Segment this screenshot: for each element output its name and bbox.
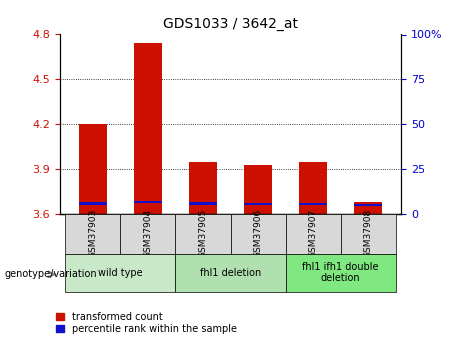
Text: GSM37905: GSM37905 (199, 209, 207, 258)
Text: fhl1 ifh1 double
deletion: fhl1 ifh1 double deletion (302, 262, 379, 283)
Bar (65, 254, 176, 292)
Bar (120, 214, 176, 254)
Text: genotype/variation: genotype/variation (5, 269, 97, 279)
Bar (285, 214, 341, 254)
Bar (244, 203, 272, 205)
Bar (355, 204, 382, 206)
Title: GDS1033 / 3642_at: GDS1033 / 3642_at (163, 17, 298, 31)
Text: wild type: wild type (98, 268, 143, 277)
Legend: transformed count, percentile rank within the sample: transformed count, percentile rank withi… (56, 312, 237, 334)
Text: GSM37903: GSM37903 (89, 209, 97, 258)
Bar (285, 254, 396, 292)
Bar (134, 43, 162, 214)
Text: GSM37906: GSM37906 (254, 209, 262, 258)
Bar (299, 203, 327, 205)
Bar (65, 214, 120, 254)
Bar (244, 165, 272, 214)
Bar (79, 124, 106, 214)
Text: GSM37907: GSM37907 (308, 209, 318, 258)
Text: fhl1 deletion: fhl1 deletion (200, 268, 261, 277)
Text: GSM37904: GSM37904 (143, 209, 153, 258)
Text: GSM37908: GSM37908 (364, 209, 372, 258)
Bar (176, 214, 230, 254)
Bar (341, 214, 396, 254)
Bar (189, 202, 217, 205)
Bar (189, 161, 217, 214)
Bar (355, 202, 382, 214)
Bar (176, 254, 285, 292)
Bar (79, 202, 106, 205)
Bar (299, 161, 327, 214)
Bar (134, 201, 162, 203)
Bar (230, 214, 285, 254)
